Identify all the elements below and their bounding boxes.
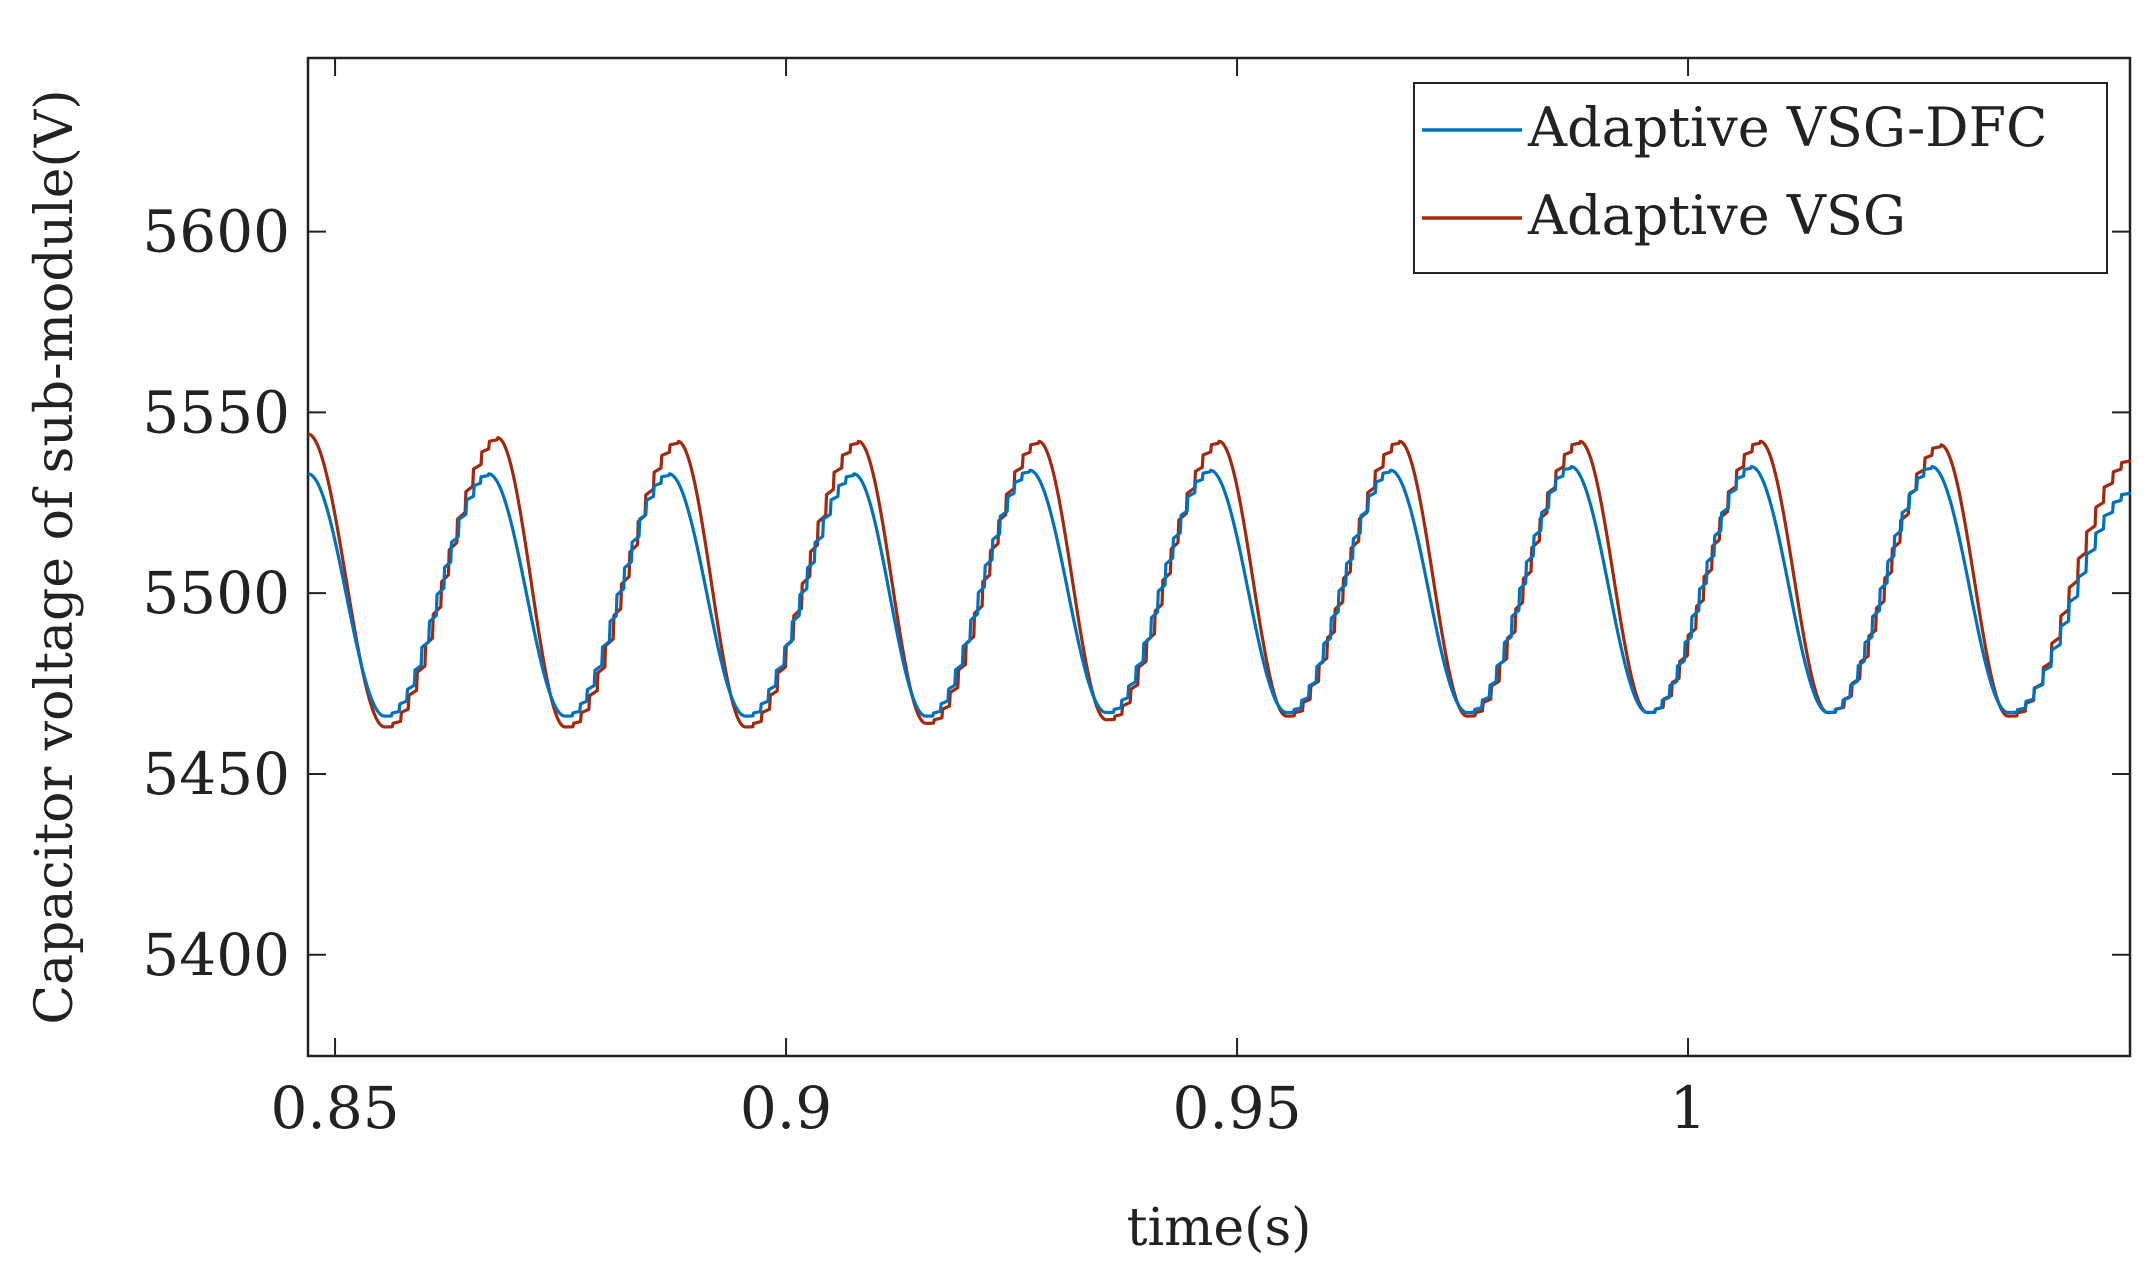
y-tick-label: 5450: [142, 740, 290, 808]
y-tick-label: 5600: [142, 198, 290, 266]
series-line-adaptive-vsg-dfc: [307, 465, 2132, 718]
series-layer: [307, 432, 2132, 729]
x-axis-title: time(s): [1127, 1198, 1312, 1258]
legend-label-adaptive-vsg-dfc: Adaptive VSG-DFC: [1527, 96, 2047, 159]
x-axis: 0.85 0.9 0.95 1: [270, 58, 1706, 1142]
y-axis-title: Capacitor voltage of sub-module(V): [25, 89, 85, 1024]
x-tick-label: 0.9: [740, 1074, 832, 1142]
y-tick-label: 5400: [142, 921, 290, 989]
legend-box: [1413, 82, 2108, 274]
y-axis: 5400 5450 5500 5550 5600: [142, 198, 2130, 989]
y-tick-label: 5500: [142, 559, 290, 627]
x-tick-label: 0.85: [270, 1074, 399, 1142]
x-tick-label: 0.95: [1172, 1074, 1301, 1142]
y-tick-label: 5550: [142, 378, 290, 446]
x-tick-label: 1: [1670, 1074, 1707, 1142]
legend-label-adaptive-vsg: Adaptive VSG: [1527, 184, 1906, 247]
legend: Adaptive VSG-DFC Adaptive VSG: [1413, 82, 2108, 274]
